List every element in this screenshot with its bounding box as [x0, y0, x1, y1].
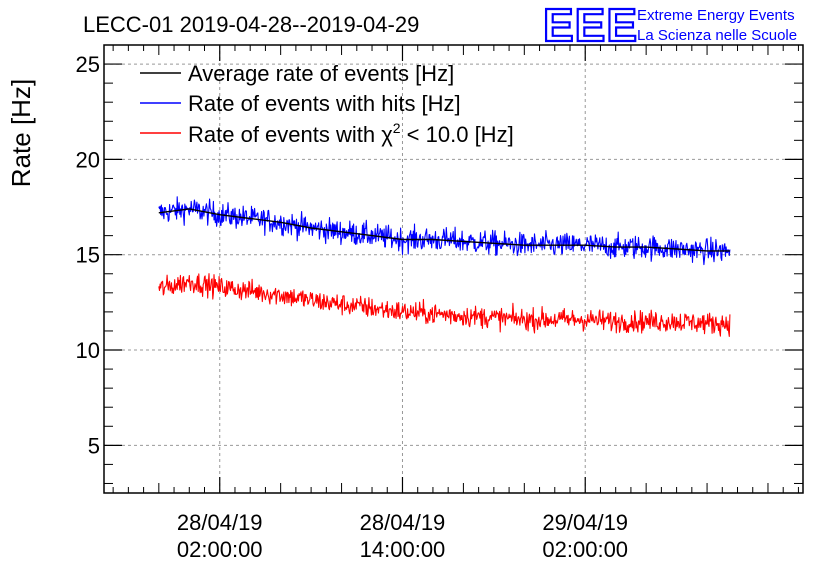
y-tick-label-3: 20 [76, 147, 100, 172]
legend-chi2-superscript: 2 [393, 120, 401, 136]
plot-border [103, 44, 804, 494]
grid-lines [104, 45, 803, 493]
series-average-line [158, 208, 730, 252]
y-tick-label-0: 5 [88, 433, 100, 458]
x-tick-label-1-line-0: 28/04/19 [360, 510, 446, 535]
series-chi2-line [158, 273, 731, 337]
x-tick-label-1-line-1: 14:00:00 [360, 537, 446, 562]
x-tick-label-0-line-1: 02:00:00 [177, 537, 263, 562]
y-tick-label-2: 15 [76, 243, 100, 268]
x-tick-label-2-line-1: 02:00:00 [542, 537, 628, 562]
legend-label-chi2: Rate of events with χ2 < 10.0 [Hz] [188, 120, 514, 147]
x-tick-label-2-line-0: 29/04/19 [542, 510, 628, 535]
x-tick-label-0-line-0: 28/04/19 [177, 510, 263, 535]
y-axis-label: Rate [Hz] [6, 79, 36, 187]
axis-ticks [104, 44, 803, 493]
chart-title: LECC-01 2019-04-28--2019-04-29 [83, 12, 419, 37]
legend-chi2-part-3: < 10.0 [Hz] [401, 122, 514, 147]
series-layer [158, 196, 731, 337]
plot-frame [103, 44, 804, 494]
eee-logo: EEE Extreme Energy Events La Scienza nel… [542, 0, 797, 52]
logo-line-1: Extreme Energy Events [637, 7, 795, 24]
tick-labels: 51015202528/04/1902:00:0028/04/1914:00:0… [76, 52, 629, 562]
logo-line-2: La Scienza nelle Scuole [637, 27, 797, 44]
legend-label-hits: Rate of events with hits [Hz] [188, 91, 461, 116]
legend: Average rate of events [Hz] Rate of even… [140, 61, 514, 147]
logo-letters: EEE [543, 0, 638, 51]
y-tick-label-1: 10 [76, 338, 100, 363]
legend-chi2-part-1: Rate of events with χ [188, 122, 393, 147]
series-hits-line [158, 196, 731, 266]
y-tick-label-4: 25 [76, 52, 100, 77]
legend-label-average: Average rate of events [Hz] [188, 61, 454, 86]
